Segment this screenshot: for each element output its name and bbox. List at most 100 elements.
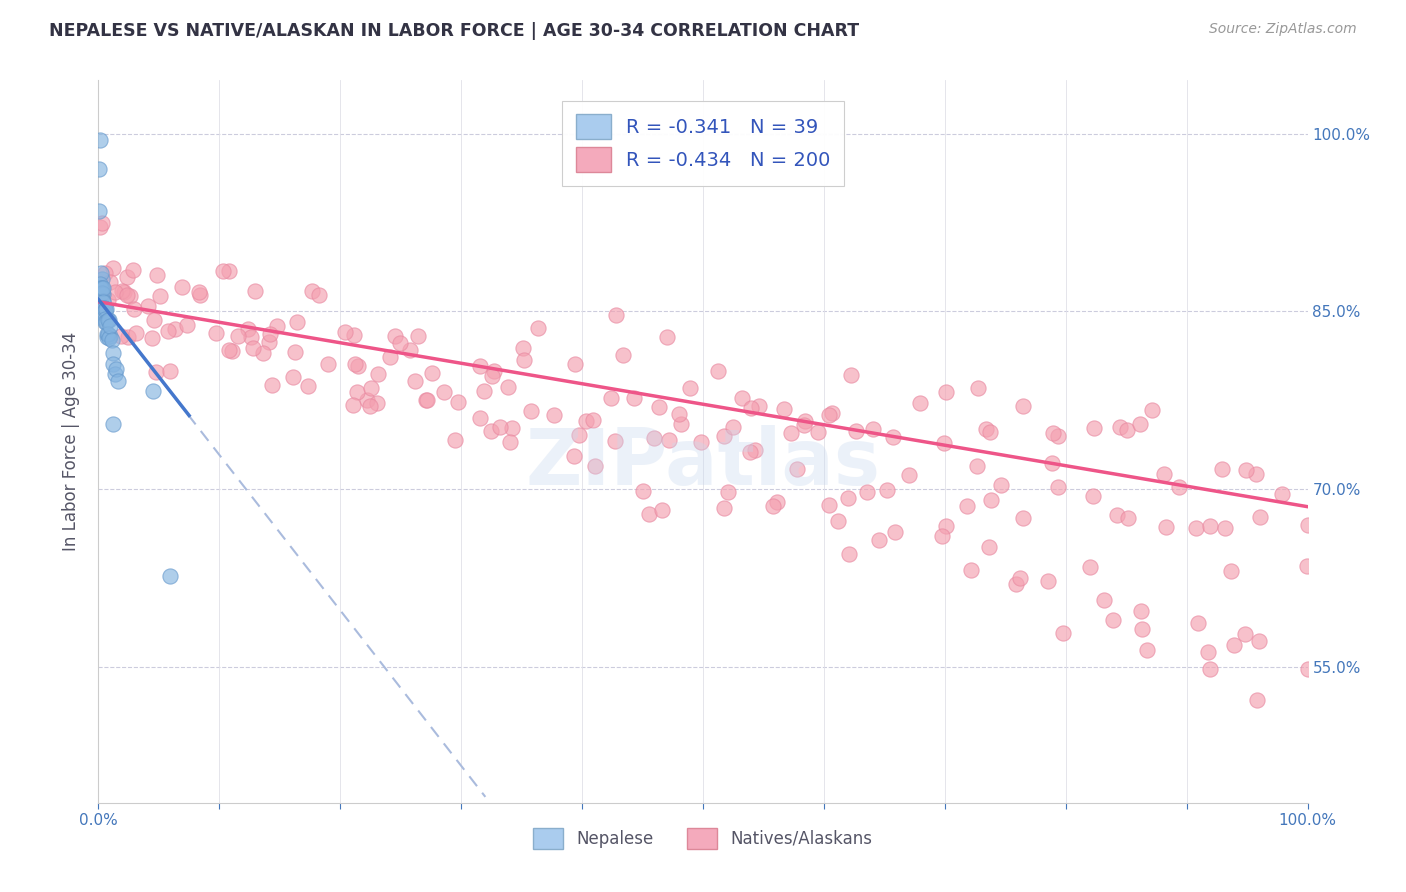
Point (520, 404, 543, 418)
Point (1004, 577, 1026, 591)
Point (94, 303, 117, 318)
Point (159, 364, 181, 378)
Point (910, 395, 932, 409)
Point (740, 401, 762, 415)
Point (380, 351, 402, 365)
Point (333, 326, 356, 340)
Point (93, 301, 115, 315)
Point (793, 414, 815, 428)
Point (90, 266, 112, 280)
Point (359, 399, 381, 413)
Point (1109, 419, 1132, 434)
Point (605, 308, 627, 322)
Point (669, 417, 692, 432)
Point (93, 312, 115, 326)
Point (1249, 510, 1271, 524)
Point (97, 326, 120, 341)
Point (762, 500, 785, 514)
Point (1129, 604, 1152, 618)
Point (1154, 520, 1177, 534)
Point (415, 392, 437, 407)
Point (1296, 518, 1319, 533)
Point (884, 524, 907, 539)
Point (90, 281, 112, 295)
Point (513, 352, 536, 367)
Point (623, 392, 645, 406)
Point (1296, 558, 1319, 573)
Point (94, 315, 117, 329)
Point (218, 264, 240, 278)
Point (882, 430, 904, 444)
Point (1198, 519, 1220, 533)
Point (1184, 521, 1206, 535)
Point (404, 375, 426, 389)
Point (221, 344, 243, 359)
Point (141, 331, 163, 345)
Point (748, 400, 770, 414)
Point (740, 445, 762, 459)
Point (176, 318, 198, 332)
Point (444, 434, 467, 448)
Point (301, 284, 323, 298)
Point (496, 380, 519, 394)
Point (562, 449, 585, 463)
Point (898, 467, 921, 482)
Point (827, 514, 849, 528)
Point (932, 436, 955, 450)
Point (582, 413, 605, 427)
Point (226, 329, 249, 343)
Point (316, 357, 339, 371)
Point (347, 359, 370, 373)
Point (841, 368, 863, 383)
Point (1234, 627, 1257, 641)
Point (159, 568, 181, 582)
Point (308, 287, 330, 301)
Point (398, 343, 420, 357)
Point (868, 533, 890, 547)
Point (96, 329, 118, 343)
Legend: Nepalese, Natives/Alaskans: Nepalese, Natives/Alaskans (527, 822, 879, 856)
Point (94, 315, 117, 329)
Point (101, 333, 124, 347)
Point (472, 384, 495, 398)
Point (1010, 571, 1032, 585)
Text: NEPALESE VS NATIVE/ALASKAN IN LABOR FORCE | AGE 30-34 CORRELATION CHART: NEPALESE VS NATIVE/ALASKAN IN LABOR FORC… (49, 22, 859, 40)
Point (236, 322, 259, 336)
Point (807, 425, 830, 439)
Point (575, 414, 598, 428)
Point (1222, 638, 1244, 652)
Point (91, 286, 114, 301)
Point (205, 326, 228, 341)
Point (931, 529, 953, 543)
Point (1199, 662, 1222, 676)
Point (1246, 467, 1268, 481)
Point (1153, 467, 1175, 481)
Point (366, 396, 388, 410)
Point (845, 425, 868, 439)
Point (1052, 626, 1074, 640)
Point (117, 330, 139, 344)
Point (188, 285, 211, 299)
Point (356, 392, 378, 407)
Point (876, 483, 898, 497)
Point (142, 313, 165, 327)
Point (1197, 645, 1219, 659)
Point (122, 302, 145, 317)
Point (780, 425, 803, 440)
Point (91, 294, 114, 309)
Point (482, 364, 505, 378)
Point (93, 301, 115, 316)
Point (98, 312, 121, 326)
Point (772, 402, 794, 417)
Point (1168, 480, 1191, 494)
Point (98, 276, 121, 290)
Point (612, 348, 634, 362)
Point (96, 327, 118, 342)
Point (679, 381, 702, 395)
Point (283, 369, 305, 384)
Point (1130, 622, 1153, 636)
Point (367, 368, 389, 382)
Point (112, 285, 135, 300)
Point (285, 315, 308, 329)
Point (856, 485, 879, 500)
